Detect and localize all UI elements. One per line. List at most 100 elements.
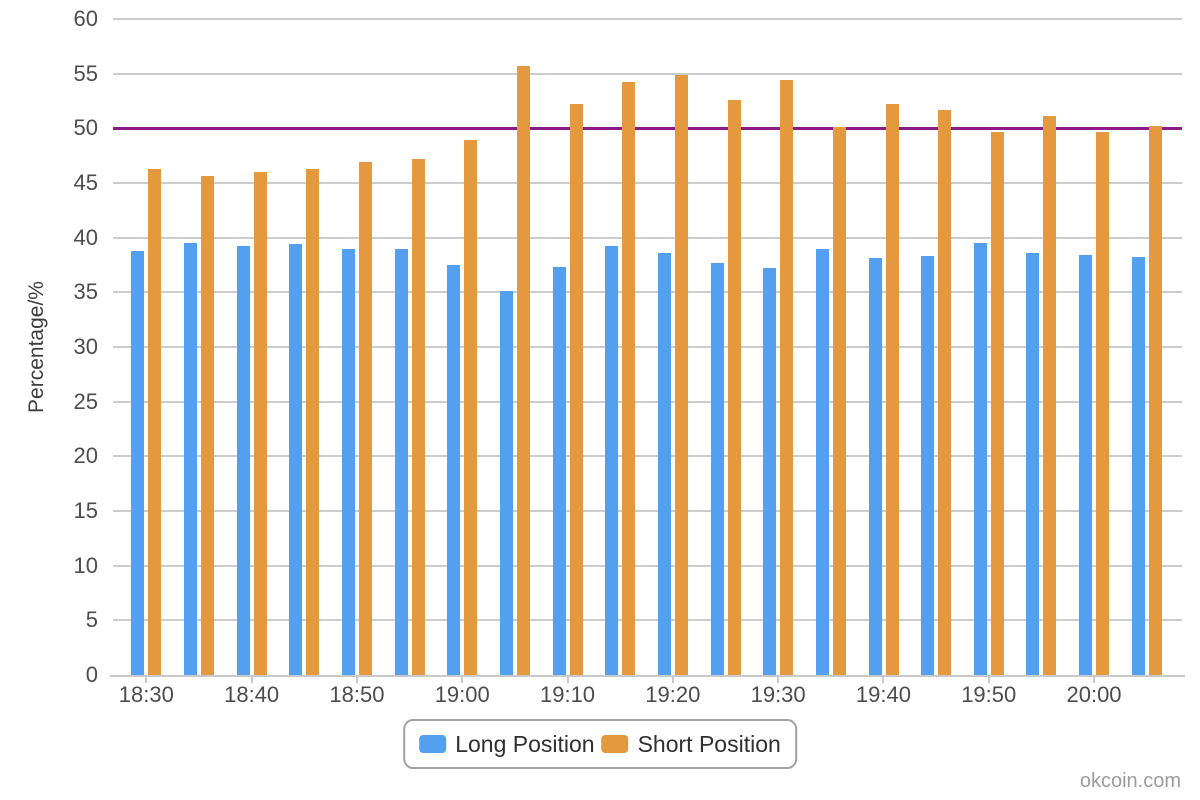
bar-short-18:35[interactable] [200,176,214,675]
legend: Long Position Short Position [403,719,797,769]
watermark: okcoin.com [1079,770,1181,792]
y-tick-label-10: 10 [73,552,98,578]
bar-long-19:30[interactable] [763,268,777,675]
gridline-15 [113,510,1182,512]
legend-item-long[interactable]: Long Position [419,731,595,757]
bar-group-19:20 [647,19,700,675]
bar-short-19:55[interactable] [1043,116,1057,675]
gridline-30 [113,346,1182,348]
x-tick-19:00 [461,677,464,683]
bar-group-18:55 [383,19,436,675]
bar-short-19:00[interactable] [464,140,478,675]
bar-short-18:50[interactable] [358,162,372,675]
bar-short-19:50[interactable] [990,131,1004,675]
bar-long-19:10[interactable] [552,267,566,675]
bar-long-19:55[interactable] [1026,253,1040,675]
gridline-45 [113,182,1182,184]
bar-group-20:05 [1120,19,1173,675]
legend-swatch-short [601,735,629,753]
y-tick-label-30: 30 [73,334,98,359]
bar-group-18:45 [278,19,331,675]
y-tick-label-45: 45 [73,170,98,195]
bar-short-20:05[interactable] [1148,126,1162,675]
x-tick-label-19:50: 19:50 [961,682,1017,707]
bar-long-18:35[interactable] [183,243,197,675]
bar-long-19:35[interactable] [815,248,829,675]
bar-long-19:15[interactable] [605,246,619,675]
x-axis-tick-labels: 18:30 18:40 18:50 19:00 19:10 19:20 19:30 19:40… [119,675,1173,715]
bar-short-19:05[interactable] [516,66,530,675]
legend-label-short: Short Position [637,731,781,757]
bar-short-20:00[interactable] [1096,131,1110,675]
y-tick-label-50: 50 [73,115,98,141]
bar-group-19:45 [910,19,963,675]
bar-long-19:45[interactable] [921,256,935,675]
x-tick-20:00 [1093,677,1096,683]
bar-group-20:00 [1068,19,1121,675]
plot-area [113,18,1182,675]
gridline-55 [113,72,1182,75]
gridline-60 [113,18,1182,20]
bar-group-19:55 [1015,19,1068,675]
bar-short-18:55[interactable] [411,158,425,675]
y-tick-label-5: 5 [85,607,98,633]
y-tick-label-0: 0 [85,662,98,687]
x-tick-label-20:00: 20:00 [1066,682,1122,707]
x-tick-19:50 [987,677,990,683]
bar-short-18:40[interactable] [253,172,267,675]
bar-group-19:40 [857,19,910,675]
bar-group-19:00 [436,19,489,675]
bar-group-19:25 [699,19,752,675]
x-tick-19:30 [777,677,780,683]
gridline-10 [113,564,1182,567]
bar-long-20:05[interactable] [1131,257,1145,675]
bar-series-container [120,19,1173,675]
gridline-5 [113,619,1182,622]
gridline-25 [113,400,1182,403]
x-tick-18:30 [145,677,148,683]
bar-long-19:40[interactable] [868,258,882,675]
x-tick-label-19:20: 19:20 [645,682,701,707]
bar-short-19:35[interactable] [832,127,846,675]
y-tick-label-40: 40 [73,224,98,250]
bar-group-19:35 [805,19,858,675]
bar-long-19:00[interactable] [447,265,461,675]
gridline-40 [113,236,1182,239]
bar-group-19:10 [541,19,594,675]
y-tick-label-55: 55 [73,60,98,86]
bar-long-19:20[interactable] [657,253,671,675]
bar-long-20:00[interactable] [1079,255,1093,675]
legend-label-long: Long Position [455,731,595,757]
x-tick-label-18:50: 18:50 [329,682,385,707]
bar-long-18:55[interactable] [394,248,408,675]
bar-group-19:05 [489,19,542,675]
bar-group-19:50 [963,19,1016,675]
bar-long-19:50[interactable] [973,243,987,675]
bar-group-18:30 [120,19,173,675]
x-tick-label-19:40: 19:40 [855,682,911,707]
bar-long-18:45[interactable] [289,244,303,675]
bar-group-18:35 [173,19,226,675]
bar-long-18:40[interactable] [236,246,250,675]
bar-group-18:50 [331,19,384,675]
y-tick-label-15: 15 [73,498,98,523]
bar-long-19:05[interactable] [499,291,513,675]
bar-short-19:25[interactable] [727,99,741,675]
bar-short-19:20[interactable] [674,74,688,675]
bar-short-19:10[interactable] [569,104,583,675]
legend-item-short[interactable]: Short Position [601,731,781,757]
bar-short-18:30[interactable] [148,168,162,675]
y-tick-label-25: 25 [73,388,98,414]
bar-long-18:30[interactable] [131,250,145,675]
gridline-35 [113,291,1182,294]
x-axis-line [110,675,1185,677]
bar-short-19:45[interactable] [938,109,952,675]
bar-long-18:50[interactable] [341,248,355,675]
bar-short-18:45[interactable] [306,168,320,675]
bar-short-19:15[interactable] [622,82,636,675]
legend-swatch-long [419,735,447,753]
bar-long-19:25[interactable] [710,262,724,675]
bar-short-19:40[interactable] [885,104,899,675]
bar-short-19:30[interactable] [780,80,794,675]
